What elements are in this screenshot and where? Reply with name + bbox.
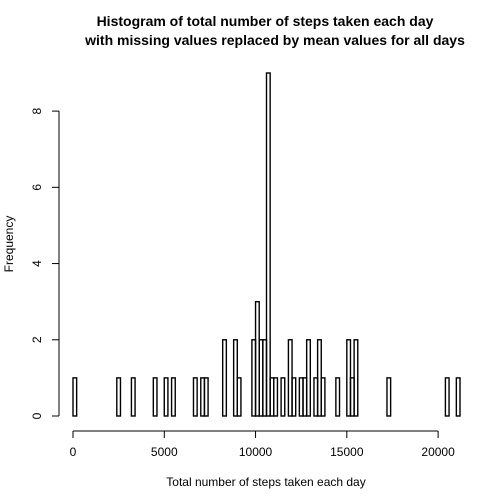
histogram-bar bbox=[291, 377, 297, 417]
histogram-bar bbox=[192, 377, 198, 417]
x-tick-label: 10000 bbox=[239, 445, 273, 459]
histogram-bar bbox=[280, 377, 286, 417]
y-axis: 0 2 4 6 8 bbox=[30, 107, 60, 419]
histogram-bar bbox=[152, 377, 158, 417]
histogram-bar bbox=[203, 377, 209, 417]
histogram-bar bbox=[170, 377, 176, 417]
histogram-bar bbox=[163, 377, 169, 417]
x-axis: 0 5000 10000 15000 20000 bbox=[70, 430, 455, 459]
histogram-bar bbox=[320, 377, 326, 417]
y-tick-label: 8 bbox=[30, 107, 44, 114]
histogram-bar bbox=[72, 377, 78, 417]
y-tick-label: 2 bbox=[30, 336, 44, 343]
histogram-bar bbox=[273, 377, 279, 417]
histogram-bar bbox=[116, 377, 122, 417]
x-tick-label: 20000 bbox=[421, 445, 455, 459]
histogram-bar bbox=[335, 377, 341, 417]
y-tick-label: 6 bbox=[30, 184, 44, 191]
histogram-bar bbox=[265, 72, 271, 417]
histogram-bar bbox=[353, 339, 359, 417]
x-tick-label: 0 bbox=[70, 445, 77, 459]
histogram-bar bbox=[221, 339, 228, 417]
histogram-bar bbox=[305, 339, 312, 417]
histogram-bars bbox=[72, 72, 461, 417]
y-tick-label: 4 bbox=[30, 260, 44, 267]
histogram-bar bbox=[236, 377, 242, 417]
chart-title-line-2: with missing values replaced by mean val… bbox=[84, 32, 465, 48]
x-tick-label: 5000 bbox=[151, 445, 178, 459]
histogram-bar bbox=[386, 377, 392, 417]
y-tick-label: 0 bbox=[30, 412, 44, 419]
histogram-bar bbox=[444, 377, 450, 417]
histogram-bar bbox=[130, 377, 136, 417]
x-axis-label: Total number of steps taken each day bbox=[166, 475, 365, 489]
chart-title-line-1: Histogram of total number of steps taken… bbox=[97, 13, 434, 29]
x-tick-label: 15000 bbox=[330, 445, 364, 459]
y-axis-label: Frequency bbox=[2, 216, 16, 273]
histogram-bar bbox=[455, 377, 461, 417]
